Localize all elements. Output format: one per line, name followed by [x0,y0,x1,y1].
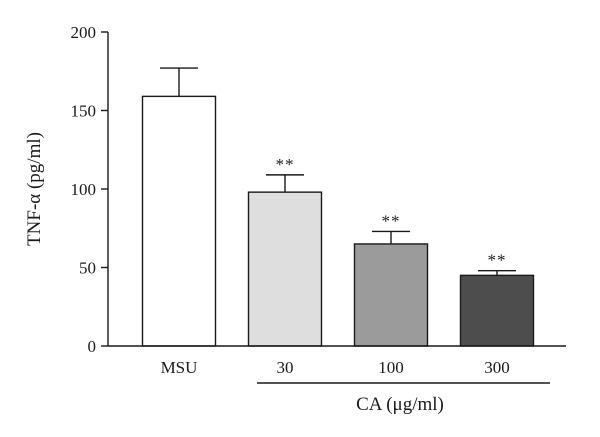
y-axis: 0 50 100 150 200 [71,23,109,356]
bar-100 [353,243,429,347]
y-tick-label: 200 [71,23,97,42]
x-axis: MSU 30 100 300 [108,345,566,377]
y-tick-label: 100 [71,180,97,199]
significance-mark: ** [488,251,507,270]
y-tick-label: 150 [71,102,97,121]
bar-msu [141,95,217,347]
bar-300 [459,274,535,347]
group-label: CA (μg/ml) [356,394,444,415]
significance-mark: ** [382,211,401,230]
x-category-label: 100 [378,358,404,377]
y-tick-label: 50 [79,259,96,278]
x-category-label: 300 [484,358,510,377]
bars: ** ** ** [141,67,535,347]
x-category-label: MSU [161,358,198,377]
significance-mark: ** [276,155,295,174]
x-category-label: 30 [277,358,294,377]
y-tick-label: 0 [88,337,97,356]
bar-30 [247,191,323,347]
y-axis-title: TNF-α (pg/ml) [24,132,45,246]
